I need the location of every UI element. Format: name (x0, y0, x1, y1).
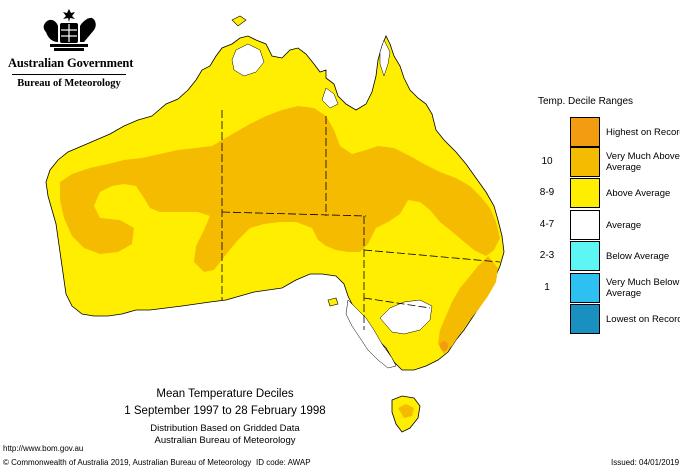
legend-label: Below Average (606, 250, 670, 262)
coat-of-arms-icon (43, 9, 96, 51)
legend-range: 8-9 (539, 187, 555, 198)
bom-link[interactable]: http://www.bom.gov.au (3, 444, 84, 453)
legend-label: Very Much Below Average (606, 277, 680, 299)
legend-label: Highest on Record (606, 126, 680, 138)
average-region-southeast (345, 299, 397, 369)
legend-item-very-much-above: 10 Very Much Above Average (532, 147, 680, 177)
tasmania-decile-10 (398, 404, 414, 418)
map-note-gridded: Distribution Based on Gridded Data (150, 423, 300, 434)
copyright-footer: © Commonwealth of Australia 2019, Austra… (3, 458, 311, 467)
header-divider (12, 74, 126, 75)
legend-label: Lowest on Record (606, 313, 680, 325)
id-code: ID code: AWAP (256, 458, 311, 467)
map-note-bureau: Australian Bureau of Meteorology (154, 435, 296, 446)
average-region-victoria (379, 299, 433, 335)
legend-swatch (570, 147, 600, 177)
average-region-north (231, 43, 265, 77)
melville-island (231, 15, 247, 27)
government-name: Australian Government (8, 56, 134, 70)
state-borders (221, 110, 501, 330)
record-high-patch (440, 341, 448, 351)
legend-item-average: 4-7 Average (532, 210, 680, 240)
legend-swatch (570, 273, 600, 303)
legend-label: Very Much Above Average (606, 151, 680, 173)
legend-range: 10 (541, 156, 553, 167)
kangaroo-island (327, 297, 339, 307)
legend-item-above: 8-9 Above Average (532, 178, 680, 208)
bureau-name: Bureau of Meteorology (17, 78, 121, 89)
legend-range: 4-7 (539, 219, 555, 230)
decile-10-region-west (60, 106, 500, 272)
legend-swatch (570, 304, 600, 334)
legend-swatch (570, 241, 600, 271)
average-region-cape (379, 39, 391, 77)
legend-item-lowest: Lowest on Record (532, 304, 680, 334)
legend-label: Average (606, 219, 642, 231)
legend-item-highest: Highest on Record (532, 117, 680, 147)
copyright-text: © Commonwealth of Australia 2019, Austra… (3, 458, 252, 467)
legend-swatch (570, 178, 600, 208)
legend-swatch (570, 210, 600, 240)
legend-label: Above Average (606, 187, 671, 199)
issued-date: Issued: 04/01/2019 (611, 458, 680, 467)
map-period: 1 September 1997 to 28 February 1998 (124, 405, 326, 417)
legend-item-below: 2-3 Below Average (532, 241, 680, 271)
map-title: Mean Temperature Deciles (156, 388, 294, 400)
legend-title: Temp. Decile Ranges (538, 96, 634, 107)
legend-range: 1 (544, 282, 550, 293)
decile-10-region-east (438, 256, 498, 354)
legend-swatch (570, 117, 600, 147)
legend-item-very-much-below: 1 Very Much Below Average (532, 273, 680, 303)
average-region-gulf (321, 87, 339, 109)
legend-range: 2-3 (539, 250, 555, 261)
government-logo: Australian Government Bureau of Meteorol… (8, 8, 134, 89)
tasmania (391, 395, 421, 433)
